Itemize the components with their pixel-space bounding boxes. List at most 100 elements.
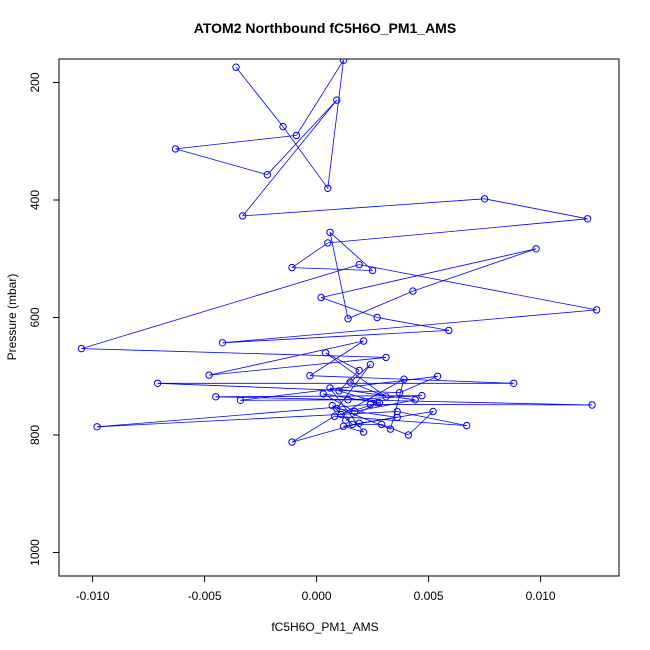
series-line-segment bbox=[338, 390, 380, 404]
data-point bbox=[324, 184, 332, 193]
x-tick-label: -0.005 bbox=[188, 589, 222, 603]
chart-title: ATOM2 Northbound fC5H6O_PM1_AMS bbox=[193, 20, 457, 36]
series-line-segment bbox=[81, 348, 387, 358]
data-point bbox=[377, 420, 386, 429]
data-point bbox=[292, 131, 301, 140]
data-point bbox=[324, 239, 332, 247]
data-point bbox=[375, 399, 383, 407]
data-point bbox=[239, 212, 247, 220]
data-point bbox=[346, 378, 354, 386]
data-point bbox=[333, 404, 341, 413]
data-point bbox=[77, 344, 86, 353]
series-line-segment bbox=[341, 378, 405, 415]
data-point bbox=[321, 349, 330, 357]
series-line-segment bbox=[209, 357, 387, 376]
data-point bbox=[236, 396, 245, 404]
x-tick-label: -0.010 bbox=[76, 589, 110, 603]
data-point bbox=[366, 400, 375, 409]
y-tick-label: 1000 bbox=[28, 539, 42, 566]
data-point bbox=[263, 171, 271, 179]
x-tick-label: 0.010 bbox=[526, 589, 556, 603]
series-line-segment bbox=[370, 403, 593, 406]
data-point bbox=[351, 407, 359, 416]
series-line-segment bbox=[327, 218, 588, 244]
series-line-segment bbox=[267, 99, 338, 175]
data-point bbox=[93, 423, 101, 431]
x-tick-label: 0.005 bbox=[414, 589, 444, 603]
data-point bbox=[532, 245, 540, 253]
data-point bbox=[344, 396, 352, 404]
series-line-segment bbox=[291, 422, 360, 443]
series-line-segment bbox=[412, 248, 537, 292]
series-line-segment bbox=[320, 297, 378, 318]
data-point bbox=[373, 399, 381, 407]
data-point bbox=[218, 339, 227, 347]
data-point bbox=[386, 425, 395, 433]
data-point bbox=[153, 379, 162, 387]
y-tick-label: 200 bbox=[28, 72, 42, 92]
series-line-segment bbox=[347, 290, 414, 320]
series-line-segment bbox=[222, 330, 449, 344]
series-line-segment bbox=[222, 309, 597, 344]
series-line-segment bbox=[97, 411, 398, 428]
series-line-segment bbox=[381, 424, 409, 436]
series-line-segment bbox=[397, 411, 467, 426]
series-line-segment bbox=[343, 417, 398, 427]
data-point bbox=[583, 215, 592, 223]
data-point bbox=[326, 228, 334, 237]
series-line-segment bbox=[81, 264, 360, 349]
series-line-segment bbox=[175, 148, 268, 176]
data-point bbox=[395, 389, 404, 397]
data-point bbox=[344, 315, 352, 323]
data-point bbox=[355, 419, 363, 427]
data-point bbox=[355, 366, 363, 375]
data-point bbox=[326, 384, 334, 392]
data-point bbox=[335, 387, 343, 395]
data-point bbox=[433, 372, 442, 380]
series-line-segment bbox=[321, 248, 537, 298]
data-point bbox=[279, 122, 287, 131]
data-point bbox=[409, 287, 417, 295]
series-line-segment bbox=[359, 264, 597, 311]
data-point bbox=[368, 266, 377, 275]
data-point bbox=[232, 63, 240, 71]
series-line-segment bbox=[323, 393, 378, 404]
data-point bbox=[480, 195, 489, 203]
data-point bbox=[359, 428, 368, 436]
data-point bbox=[592, 306, 601, 314]
data-point bbox=[510, 379, 518, 387]
series-line-segment bbox=[327, 60, 344, 189]
series-line-segment bbox=[296, 59, 344, 136]
data-layer bbox=[77, 59, 601, 446]
series-line-segment bbox=[325, 352, 360, 371]
series-line-segment bbox=[329, 387, 416, 401]
data-point bbox=[463, 421, 471, 430]
x-tick-label: 0.000 bbox=[302, 589, 332, 603]
x-axis-title: fC5H6O_PM1_AMS bbox=[271, 620, 379, 634]
series-line-segment bbox=[97, 404, 371, 428]
data-point bbox=[348, 420, 357, 429]
series-line-segment bbox=[329, 232, 349, 319]
series-line-segment bbox=[399, 375, 438, 394]
data-point bbox=[366, 360, 375, 369]
series-line-segment bbox=[329, 387, 364, 433]
series-line-segment bbox=[242, 198, 485, 217]
data-point bbox=[212, 393, 220, 401]
series-line-segment bbox=[350, 381, 387, 398]
series-line-segment bbox=[408, 411, 434, 436]
series-line-segment bbox=[291, 267, 373, 271]
y-tick-label: 800 bbox=[28, 425, 42, 445]
data-point bbox=[382, 393, 390, 401]
series-line-segment bbox=[291, 415, 335, 443]
series-line-segment bbox=[390, 379, 405, 430]
data-point bbox=[319, 390, 327, 398]
data-point bbox=[400, 375, 408, 383]
data-point bbox=[171, 145, 180, 153]
data-point bbox=[382, 353, 390, 362]
series-line-segment bbox=[215, 396, 593, 406]
y-axis-title: Pressure (mbar) bbox=[5, 273, 19, 361]
data-point bbox=[588, 401, 596, 409]
series-line-segment bbox=[347, 395, 422, 401]
data-point bbox=[373, 313, 381, 322]
